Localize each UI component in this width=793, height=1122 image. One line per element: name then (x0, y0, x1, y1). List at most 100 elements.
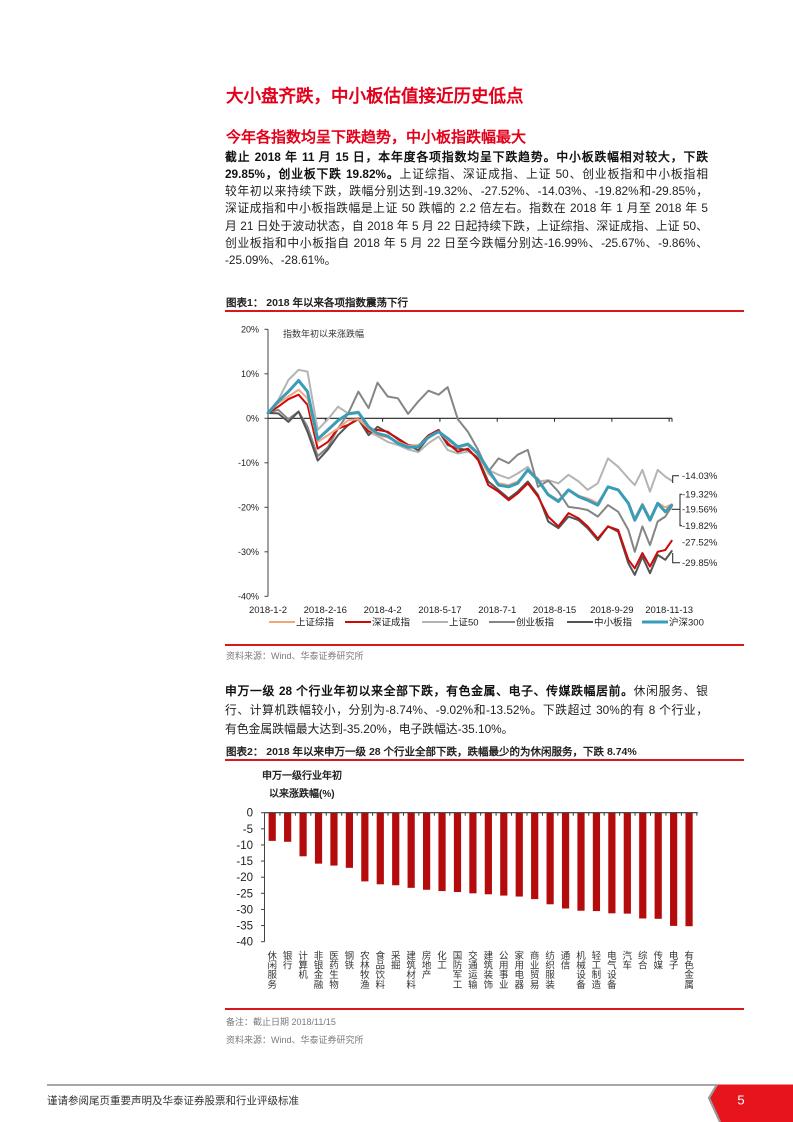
page-number-tab: 5 (707, 1083, 793, 1122)
category-label: 计算机 (298, 950, 308, 981)
end-label-bracket (672, 553, 680, 564)
body-text: 创业板指和中小板指自 2018 年 5 月 22 日至今跌幅分别达-16.99%… (225, 235, 708, 250)
industry-bar (330, 812, 338, 866)
index-performance-line-chart: 指数年初以来涨跌幅 20% 10% 0% -10% -20% -30% -40% 2018-1-… (238, 325, 718, 629)
industry-bar (670, 812, 678, 926)
legend-item: 沪深300 (642, 617, 704, 629)
industry-bar (314, 812, 323, 864)
chinext-line (267, 381, 673, 553)
industry-bar (376, 812, 384, 885)
end-value-label: -27.52% (682, 538, 718, 549)
category-label: 纺织服装 (545, 950, 555, 991)
industry-bar (608, 812, 616, 914)
category-label: 综合 (638, 950, 648, 972)
category-label: 传媒 (653, 950, 663, 972)
category-label: 通信 (561, 951, 571, 972)
figure1-caption: 图表1： 2018 年以来各项指数震荡下行 (226, 297, 409, 309)
x-tick-label: 2018-2-16 (304, 605, 347, 616)
y-tick-label: 10% (241, 369, 259, 379)
industry-bar (639, 812, 647, 919)
category-label: 家用电器 (514, 950, 524, 991)
end-value-label: -19.56% (682, 505, 718, 516)
industry-bar (438, 812, 446, 892)
paragraph-index-performance: 截止 2018 年 11 月 15 日，本年度各项指数均呈下跌趋势。中小板跌幅相… (225, 149, 708, 269)
y-tick-label: -35 (236, 921, 253, 933)
y-tick-label: 20% (241, 325, 259, 335)
figure2-top-divider (225, 759, 744, 761)
end-value-label: -19.32% (682, 490, 718, 501)
category-label: 机械设备 (576, 950, 586, 991)
figure2-note: 备注：截止日期 2018/11/15 (226, 1017, 336, 1027)
category-label: 食品饮料 (376, 950, 386, 991)
x-tick-label: 2018-5-17 (418, 605, 461, 616)
paragraph-line: 有色金属跌幅最大达到-35.20%，电子跌幅达-35.10%。 (225, 720, 708, 739)
body-text: 较年初以来持续下跌，跌幅分别达到-19.32%、-27.52%、-14.03%、… (225, 184, 708, 199)
legend-label: 沪深300 (669, 617, 704, 629)
industry-bar (561, 812, 570, 909)
y-tick-label: -10 (236, 840, 253, 852)
body-text: 休闲服务、银 (633, 684, 708, 698)
section-title: 大小盘齐跌，中小板估值接近历史低点 (226, 86, 524, 106)
industry-bar (685, 812, 693, 927)
figure1-source: 资料来源：Wind、华泰证券研究所 (226, 651, 364, 661)
paragraph-line: 创业板指和中小板指自 2018 年 5 月 22 日至今跌幅分别达-16.99%… (225, 235, 708, 252)
industry-bar (392, 812, 400, 886)
paragraph-line: 截止 2018 年 11 月 15 日，本年度各项指数均呈下跌趋势。中小板跌幅相… (225, 149, 708, 166)
category-label: 电子 (669, 950, 679, 972)
x-tick-label: 2018-7-1 (478, 605, 516, 616)
y-tick-label: -30% (238, 547, 259, 557)
figure2-bottom-divider (225, 1008, 744, 1010)
category-label: 建筑材料 (406, 950, 416, 991)
industry-bar (623, 812, 631, 914)
end-value-label: -19.82% (682, 521, 718, 532)
industry-bar (592, 812, 601, 912)
x-tick-label: 2018-9-29 (590, 605, 633, 616)
category-label: 钢铁 (345, 950, 355, 972)
paragraph-line: -25.09%、-28.61%。 (225, 252, 708, 269)
category-label: 农林牧渔 (360, 950, 370, 991)
end-value-label: -29.85% (682, 558, 718, 569)
end-label-bracket (672, 475, 679, 483)
industry-bar (345, 812, 353, 868)
industry-bar (284, 812, 292, 842)
industry-bar (453, 812, 462, 893)
y-tick-label: 0 (247, 808, 253, 820)
industry-bar (361, 812, 369, 882)
legend-label: 上证50 (449, 618, 479, 629)
category-label: 银行 (283, 950, 293, 972)
y-tick-label: 0% (246, 414, 259, 424)
body-text: 深证成指和中小板指跌幅是上证 50 跌幅的 2.2 倍左右。指数在 2018 年… (225, 201, 708, 216)
x-tick-label: 2018-8-15 (533, 605, 576, 616)
body-text: 行、计算机跌幅较小，分别为-8.74%、-9.02%和-13.52%。下跌超过 … (225, 703, 708, 718)
bold-text: 截止 2018 年 11 月 15 日，本年度各项指数均呈下跌趋势。中小板跌幅相… (225, 150, 708, 164)
legend-label: 中小板指 (594, 617, 633, 629)
paragraph-industry-performance: 申万一级 28 个行业年初以来全部下跌，有色金属、电子、传媒跌幅居前。休闲服务、… (225, 682, 708, 740)
category-label: 商业贸易 (530, 950, 540, 991)
industry-bar (500, 812, 508, 896)
industry-bar (268, 812, 276, 841)
paragraph-line: 较年初以来持续下跌，跌幅分别达到-19.32%、-27.52%、-14.03%、… (225, 183, 708, 200)
category-label: 轻工制造 (592, 950, 602, 991)
y-axis-title: 以来涨跌幅(%) (269, 787, 335, 800)
paragraph-line: 申万一级 28 个行业年初以来全部下跌，有色金属、电子、传媒跌幅居前。休闲服务、… (225, 682, 708, 701)
category-label: 有色金属 (684, 950, 694, 991)
end-label-bracket (679, 493, 682, 527)
figure2-source: 资料来源：Wind、华泰证券研究所 (226, 1035, 364, 1045)
x-tick-label: 2018-1-2 (249, 605, 287, 616)
sse-composite-line (267, 388, 673, 520)
category-label: 汽车 (623, 950, 633, 972)
category-label: 医药生物 (329, 951, 339, 991)
y-tick-label: -20% (238, 503, 259, 513)
industry-bar (531, 812, 539, 900)
y-tick-label: -40% (238, 592, 259, 602)
y-tick-label: -25 (236, 888, 253, 900)
figure1-top-divider (225, 310, 744, 312)
category-label: 公用事业 (499, 951, 509, 991)
industry-bar (423, 812, 431, 890)
page-tab-edge (707, 1083, 721, 1122)
szse-component-line (267, 393, 673, 570)
paragraph-line: 深证成指和中小板指跌幅是上证 50 跌幅的 2.2 倍左右。指数在 2018 年… (225, 200, 708, 217)
legend-item: 中小板指 (567, 617, 633, 629)
